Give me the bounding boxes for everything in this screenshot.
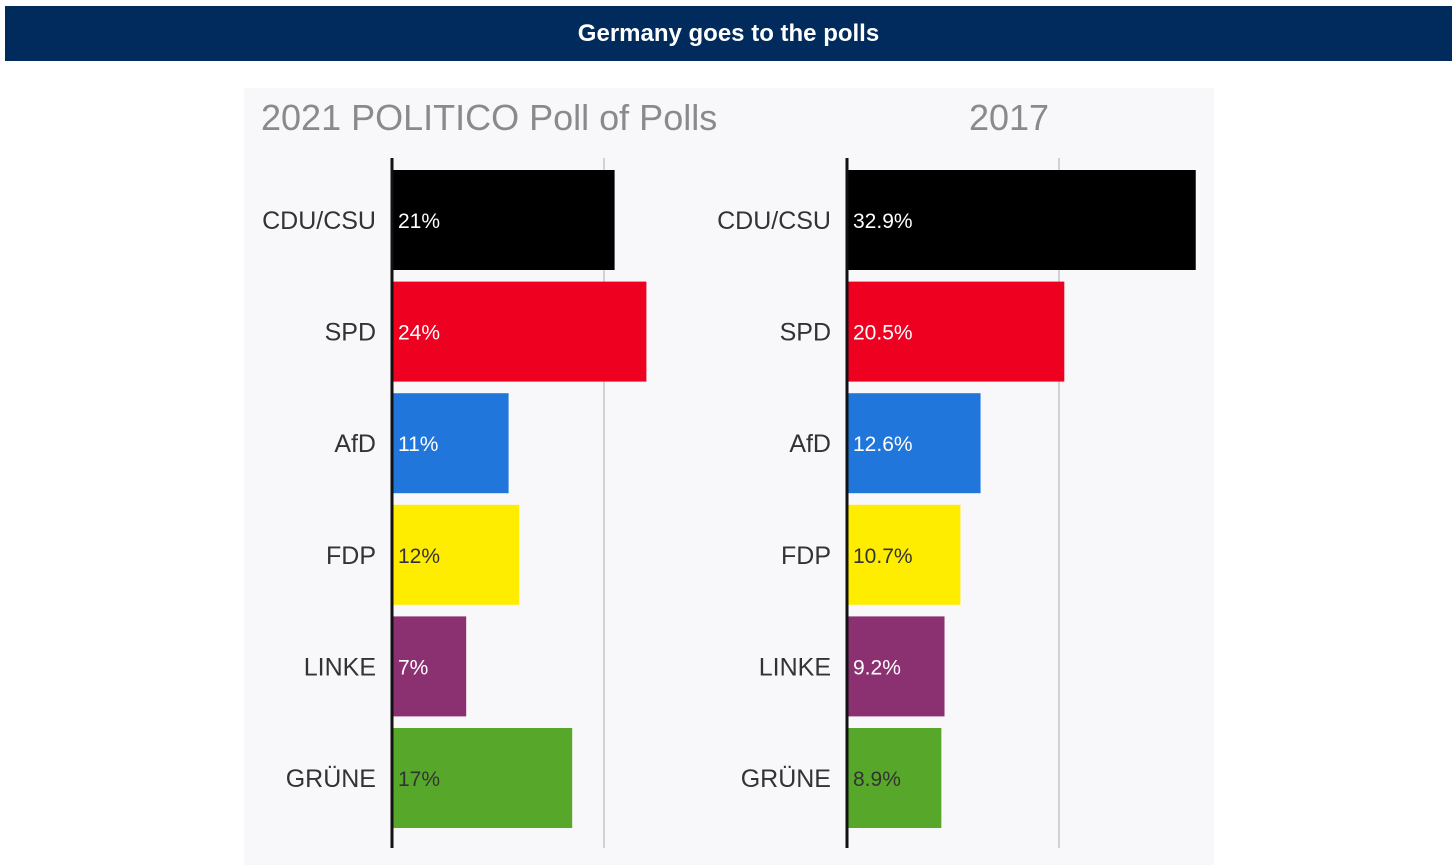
result2017-value-label: 9.2% bbox=[853, 656, 901, 679]
poll2021-bar bbox=[392, 393, 509, 494]
result2017-value-label: 12.6% bbox=[853, 433, 913, 456]
result2017-value-label: 20.5% bbox=[853, 322, 913, 345]
result2017-bar bbox=[847, 281, 1065, 382]
poll2021-category-label: FDP bbox=[326, 542, 376, 570]
poll2021-bar bbox=[392, 170, 615, 270]
poll2021-value-label: 17% bbox=[398, 768, 440, 791]
result2017-bar bbox=[847, 393, 981, 494]
poll2021-category-label: CDU/CSU bbox=[262, 207, 376, 235]
result2017-chart-title: 2017 bbox=[969, 97, 1049, 138]
result2017-bar bbox=[847, 170, 1196, 270]
poll2021-bar bbox=[392, 728, 573, 828]
poll2021-category-label: LINKE bbox=[304, 653, 376, 681]
result2017-category-label: SPD bbox=[780, 319, 831, 347]
result2017-category-label: FDP bbox=[781, 542, 831, 570]
result2017-category-label: CDU/CSU bbox=[717, 207, 831, 235]
poll2021-category-label: AfD bbox=[334, 430, 376, 458]
poll2021-bar bbox=[392, 616, 467, 717]
result2017-bar bbox=[847, 504, 961, 605]
poll2021-bar bbox=[392, 281, 647, 382]
poll2021-chart-title: 2021 POLITICO Poll of Polls bbox=[261, 97, 717, 138]
result2017-category-label: LINKE bbox=[759, 653, 831, 681]
poll2021-value-label: 12% bbox=[398, 545, 440, 568]
result2017-value-label: 10.7% bbox=[853, 545, 913, 568]
header-title: Germany goes to the polls bbox=[577, 19, 880, 47]
poll2021-value-label: 11% bbox=[398, 433, 438, 456]
result2017-bar bbox=[847, 728, 942, 828]
result2017-value-label: 8.9% bbox=[853, 768, 901, 791]
poll2021-category-label: SPD bbox=[325, 319, 376, 347]
poll2021-bar bbox=[392, 504, 520, 605]
poll2021-category-label: GRÜNE bbox=[286, 765, 376, 793]
poll2021-value-label: 7% bbox=[398, 656, 428, 679]
poll2021-value-label: 21% bbox=[398, 210, 440, 233]
result2017-value-label: 32.9% bbox=[853, 210, 913, 233]
result2017-bar bbox=[847, 616, 945, 717]
poll2021-value-label: 24% bbox=[398, 322, 440, 345]
result2017-category-label: AfD bbox=[789, 430, 831, 458]
result2017-category-label: GRÜNE bbox=[741, 765, 831, 793]
header-banner: Germany goes to the polls bbox=[5, 6, 1452, 61]
